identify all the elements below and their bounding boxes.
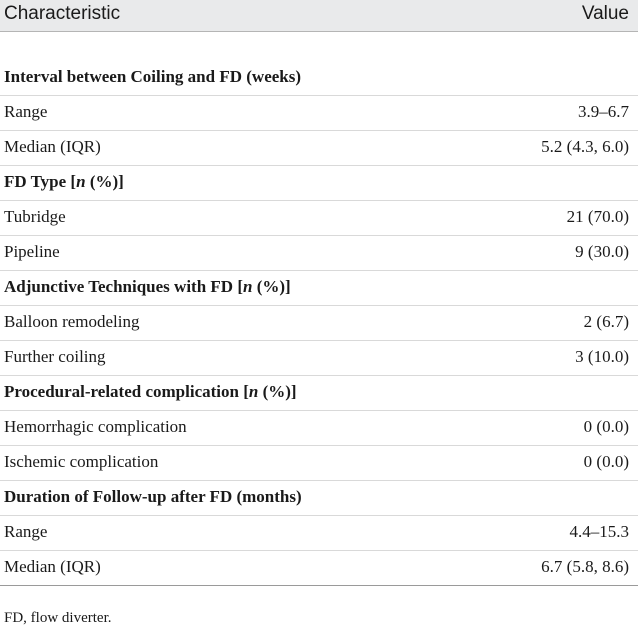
section-row-interval: Interval between Coiling and FD (weeks) bbox=[0, 60, 638, 96]
table-row: Range 4.4–15.3 bbox=[0, 515, 638, 551]
section-row-follow-up: Duration of Follow-up after FD (months) bbox=[0, 480, 638, 516]
table-footnote: FD, flow diverter. bbox=[4, 610, 112, 626]
row-value: 3.9–6.7 bbox=[578, 102, 629, 121]
row-label: Median (IQR) bbox=[4, 137, 101, 156]
row-value: 9 (30.0) bbox=[575, 242, 629, 261]
row-label: Hemorrhagic complication bbox=[4, 417, 187, 436]
row-label: Interval between Coiling and FD (weeks) bbox=[4, 67, 302, 86]
row-label: Adjunctive Techniques with FD [n (%)] bbox=[4, 277, 291, 296]
row-value: 4.4–15.3 bbox=[569, 522, 630, 541]
row-label: Range bbox=[4, 522, 48, 541]
row-label: Procedural-related complication [n (%)] bbox=[4, 382, 297, 401]
row-label: Ischemic complication bbox=[4, 452, 159, 471]
row-value: 0 (0.0) bbox=[583, 452, 629, 471]
table-row: Balloon remodeling 2 (6.7) bbox=[0, 305, 638, 341]
table-row: Further coiling 3 (10.0) bbox=[0, 340, 638, 376]
table-row: Ischemic complication 0 (0.0) bbox=[0, 445, 638, 481]
row-label: Balloon remodeling bbox=[4, 312, 140, 331]
table-row: Pipeline 9 (30.0) bbox=[0, 235, 638, 271]
header-value: Value bbox=[581, 3, 629, 24]
row-label: Range bbox=[4, 102, 48, 121]
table-row: Median (IQR) 6.7 (5.8, 8.6) bbox=[0, 550, 638, 586]
row-value: 6.7 (5.8, 8.6) bbox=[541, 557, 629, 576]
row-label: Median (IQR) bbox=[4, 557, 101, 576]
table-row: Range 3.9–6.7 bbox=[0, 95, 638, 131]
section-row-complication: Procedural-related complication [n (%)] bbox=[0, 375, 638, 411]
table-row: Hemorrhagic complication 0 (0.0) bbox=[0, 410, 638, 446]
row-value: 5.2 (4.3, 6.0) bbox=[541, 137, 629, 156]
row-label: Further coiling bbox=[4, 347, 106, 366]
section-row-fd-type: FD Type [n (%)] bbox=[0, 165, 638, 201]
row-value: 21 (70.0) bbox=[566, 207, 629, 226]
row-label: Pipeline bbox=[4, 242, 60, 261]
row-value: 0 (0.0) bbox=[583, 417, 629, 436]
row-label: FD Type [n (%)] bbox=[4, 172, 124, 191]
table-header: Characteristic Value bbox=[0, 0, 638, 32]
row-label: Duration of Follow-up after FD (months) bbox=[4, 487, 302, 506]
header-characteristic: Characteristic bbox=[4, 3, 121, 24]
table-row: Tubridge 21 (70.0) bbox=[0, 200, 638, 236]
table-row: Median (IQR) 5.2 (4.3, 6.0) bbox=[0, 130, 638, 166]
row-label: Tubridge bbox=[4, 207, 66, 226]
row-value: 3 (10.0) bbox=[575, 347, 629, 366]
row-value: 2 (6.7) bbox=[583, 312, 629, 331]
section-row-adjunctive: Adjunctive Techniques with FD [n (%)] bbox=[0, 270, 638, 306]
